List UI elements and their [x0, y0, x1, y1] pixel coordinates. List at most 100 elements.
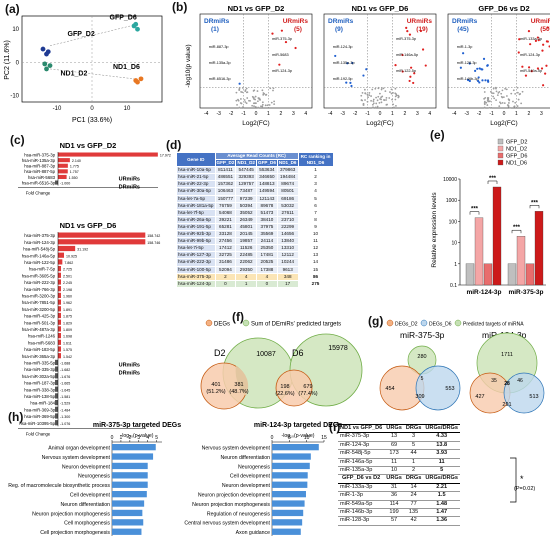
bars-top-dr: DRmiRs — [119, 185, 140, 191]
expr-bar — [465, 263, 475, 286]
rc-cell: 29350 — [235, 265, 257, 274]
rc-cell: 80501 — [276, 187, 299, 196]
volcano-up-point — [530, 70, 533, 73]
urg-cell: miR-146a-5p — [338, 458, 385, 468]
go-b-term: Axon guidance — [236, 530, 270, 536]
rc-cell: 13840 — [276, 237, 299, 246]
rc-cell: 148813 — [256, 180, 278, 189]
volcano-point — [508, 99, 511, 101]
urg-table: ND1 vs GFP_D6 URGs DRGs URGs/DRGs miR-37… — [338, 423, 461, 526]
volcano-point — [514, 92, 517, 95]
rc-cell: 13310 — [276, 244, 299, 253]
volcano-point — [509, 106, 512, 109]
volcano-annotation: miR-6516-3p — [209, 77, 231, 81]
volcano-up-point — [406, 30, 409, 33]
volcano-xlabel: Log2(FC) — [242, 120, 269, 127]
bars-bottom-bar — [58, 299, 61, 305]
volcano-up-point — [537, 39, 540, 42]
bars-bottom-bar — [55, 393, 58, 399]
volcano-point — [384, 90, 387, 93]
volcano-point — [379, 98, 381, 100]
rc-cell: 17 — [276, 279, 299, 288]
pca-ytick: -10 — [10, 93, 19, 99]
volcano-point — [263, 92, 266, 95]
rc-cell: 7 — [297, 208, 334, 217]
volcano-xtick: -1 — [365, 111, 370, 117]
bars-bottom-bar — [58, 286, 61, 292]
bars-bottom-bar — [58, 252, 65, 258]
volcano-point — [246, 97, 249, 99]
volcano-point — [376, 105, 379, 108]
panel-label-a: (a) — [5, 2, 20, 16]
volcano-up-point — [518, 38, 521, 41]
volcano-annotation: miR-135a-3p — [209, 61, 231, 65]
volcano-up-point — [408, 33, 412, 36]
volcano-point — [487, 100, 490, 103]
volcano-up-point — [394, 64, 397, 67]
rc-cell: 35569 — [256, 230, 278, 239]
bars-bottom-row-label: hsa-miR-10395-5p — [19, 421, 55, 426]
volcano-up-point — [412, 81, 415, 85]
volcano-point — [393, 106, 395, 109]
urg-cell: 4.33 — [423, 432, 461, 442]
volcano-point — [485, 101, 488, 104]
volcano-xtick: 2 — [527, 111, 530, 117]
volcano-down-point — [474, 69, 477, 72]
volcano-up-point — [294, 46, 297, 50]
rc-cell: hsa-miR-191-5p — [176, 222, 216, 232]
urg-h1: DRGs — [403, 423, 424, 434]
urg-h1: URGs — [384, 423, 404, 434]
bars-bottom-bar-value: -1.645 — [60, 388, 70, 392]
pca-point — [133, 21, 139, 27]
bars-bottom-row-label: hsa-miR-302a-5p — [22, 374, 56, 379]
volcano-up-point — [401, 53, 404, 57]
bars-top-row-label: hsa-miR-5683 — [28, 175, 56, 180]
urg-sig: * — [520, 474, 524, 484]
rc-table-row: hsa-miR-375-3p 2 4 4 348 86 — [176, 272, 334, 281]
rc-table-row: hsa-let-7i-5p 17412 11526 25350 13310 12 — [176, 244, 334, 253]
expr-legend-swatch — [497, 159, 504, 166]
venn-g-b-left: 427 — [475, 394, 484, 400]
volcano-point — [492, 95, 495, 98]
pca-ytick: 10 — [12, 27, 19, 33]
bars-bottom-row-label: hsa-miR-122-5p — [24, 260, 55, 265]
rc-table-row: hsa-miR-100-5p 52094 29350 17388 9613 15 — [176, 265, 334, 274]
bars-bottom-bar — [58, 272, 61, 278]
go-b-term: Regulation of neurogenesis — [207, 511, 271, 517]
urg-row: miR-548j-5p 173 44 3.93 — [338, 449, 461, 459]
volcano-point — [385, 99, 387, 101]
volcano-point — [492, 87, 495, 90]
expr-ytick: 0.1 — [450, 283, 457, 289]
expr-group-label: miR-124-3p — [466, 289, 501, 296]
rc-table-row: hsa-miR-181a-5p 76759 50394 89678 53032 6 — [176, 201, 334, 210]
go-a-term: Reg. of macromolecule biosynthetic proce… — [8, 483, 110, 489]
volcano-annotation: miR-124-3p — [272, 69, 292, 73]
urg-cell: 5 — [423, 466, 461, 476]
venn-f-d6-mid: 679 — [303, 384, 312, 390]
urg-row: miR-375-3p 13 3 4.33 — [338, 432, 461, 442]
volcano-point — [254, 98, 257, 101]
pca-group-label: ND1_D6 — [113, 64, 140, 71]
go-a-bar — [112, 453, 154, 460]
expr-bar — [492, 186, 502, 286]
urg-h1: URGs/DRGs — [423, 423, 461, 434]
volcano-point — [264, 104, 267, 107]
bars-bottom-bar-value: 1.575 — [63, 348, 72, 352]
bars-top-bar — [58, 158, 70, 163]
bars-bottom-bar — [55, 413, 58, 419]
volcano-down-point — [351, 61, 354, 65]
bars-bottom-row-label: hsa-miR-335-5p — [24, 361, 55, 366]
volcano-point — [513, 105, 516, 108]
volcano-down-point — [365, 68, 368, 71]
go-a-tick: 4 — [146, 435, 149, 441]
venn-g-a-right: 553 — [445, 386, 454, 392]
rc-cell: hsa-miR-10a-5p — [176, 166, 216, 175]
urg-significance: * (P=0.02) — [510, 457, 535, 503]
expr-legend-swatch — [497, 138, 504, 145]
volcano-point — [380, 101, 383, 104]
bars-bottom-bar-value: -1.688 — [60, 362, 70, 366]
volcano-down-point — [478, 81, 481, 84]
venn-f-d6-mid-pct: (77.4%) — [298, 391, 317, 397]
volcano-xtick: -4 — [452, 111, 457, 117]
pca-point — [42, 61, 48, 67]
